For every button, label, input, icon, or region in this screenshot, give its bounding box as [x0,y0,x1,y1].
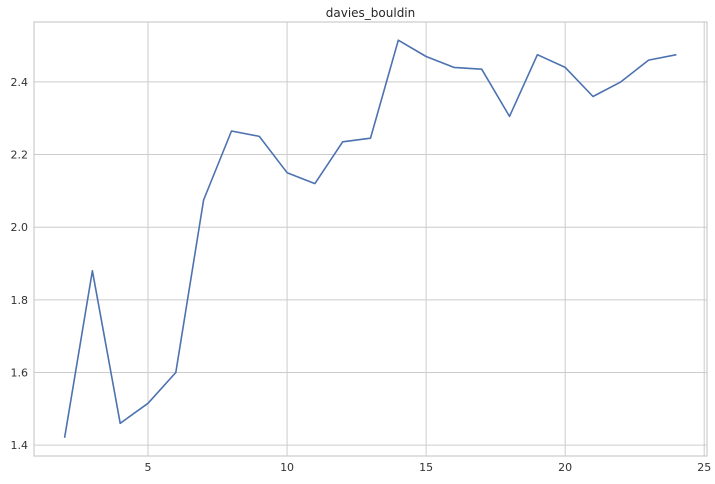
y-gridlines [34,81,707,446]
y-tick-label: 1.4 [11,439,29,452]
x-tick-labels: 5 10 15 20 25 [145,461,712,474]
series-layer [63,39,677,438]
y-tick-label: 1.8 [11,294,29,307]
x-gridlines [147,22,705,456]
chart-title: davies_bouldin [326,6,416,20]
y-tick-label: 2.2 [11,149,29,162]
x-tick-label: 10 [280,461,294,474]
series-line [63,39,677,438]
x-tick-label: 15 [419,461,433,474]
y-tick-label: 1.6 [11,366,29,379]
x-tick-label: 25 [697,461,711,474]
plot-frame [33,21,708,457]
x-tick-label: 5 [145,461,152,474]
x-tick-label: 20 [558,461,572,474]
y-tick-label: 2.4 [11,76,29,89]
y-tick-labels: 1.4 1.6 1.8 2.0 2.2 2.4 [11,76,29,452]
y-tick-label: 2.0 [11,221,29,234]
